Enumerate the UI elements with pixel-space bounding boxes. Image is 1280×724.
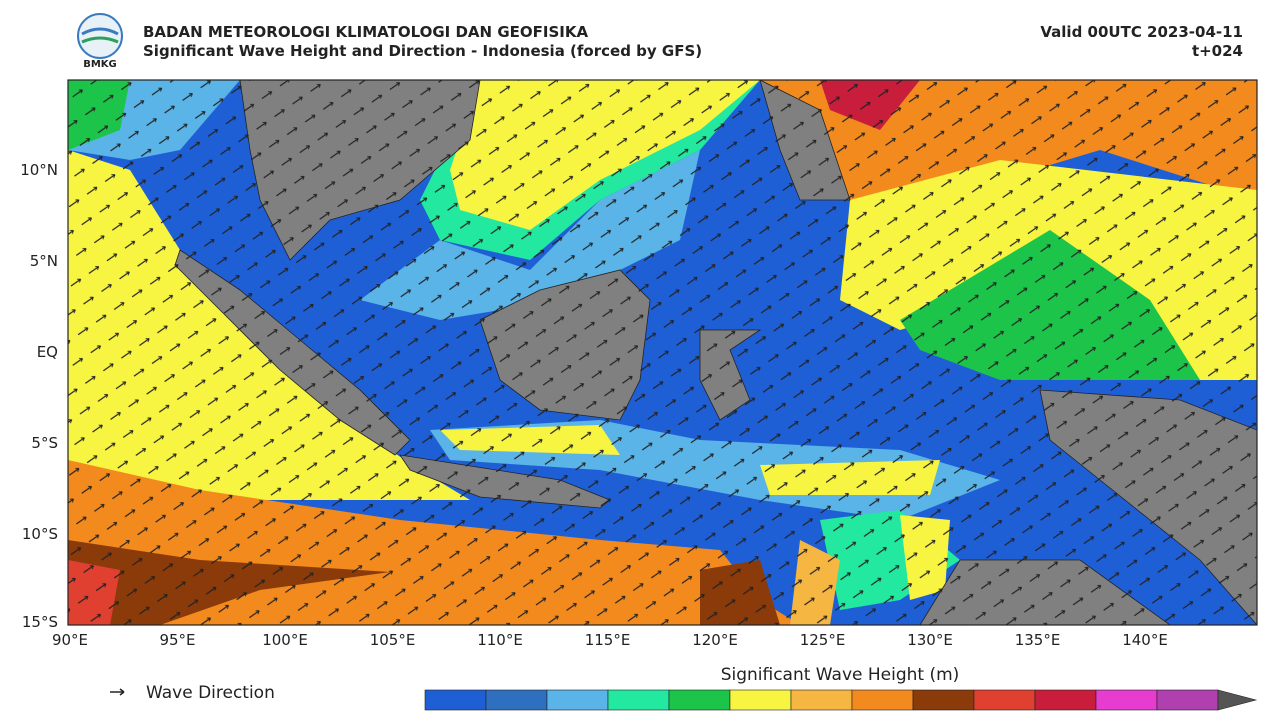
colorbar-segment (1034, 689, 1097, 711)
colorbar-segment (1156, 689, 1219, 711)
colorbar-segment (546, 689, 609, 711)
map-area (68, 80, 1257, 625)
lat-label: 10°S (22, 525, 58, 543)
lon-label: 110°E (477, 631, 523, 649)
lat-label: 5°N (30, 252, 58, 270)
lon-label: 125°E (800, 631, 846, 649)
latitude-labels: 10°N 5°N EQ 5°S 10°S 15°S (20, 161, 58, 631)
lon-label: 135°E (1015, 631, 1061, 649)
logo: BMKG (77, 13, 123, 70)
lon-label: 95°E (159, 631, 195, 649)
longitude-labels: 90°E 95°E 100°E 105°E 110°E 115°E 120°E 125°E 13… (52, 631, 1168, 649)
lat-label: EQ (37, 343, 58, 361)
lat-label: 15°S (22, 613, 58, 631)
logo-text: BMKG (83, 59, 117, 70)
lon-label: 130°E (907, 631, 953, 649)
colorbar (424, 689, 1258, 711)
legend-label: Wave Direction (146, 683, 275, 703)
lat-label: 10°N (20, 161, 58, 179)
colorbar-segment (729, 689, 792, 711)
colorbar-segment (1095, 689, 1158, 711)
colorbar-segment (851, 689, 914, 711)
valid-time: Valid 00UTC 2023-04-11 (1040, 23, 1243, 41)
colorbar-segment (973, 689, 1036, 711)
lon-label: 105°E (370, 631, 416, 649)
colorbar-segment (912, 689, 975, 711)
colorbar-extend (1217, 689, 1258, 711)
lon-label: 90°E (52, 631, 88, 649)
colorbar-segment (790, 689, 853, 711)
colorbar-segment (607, 689, 670, 711)
lon-label: 140°E (1122, 631, 1168, 649)
agency-title: BADAN METEOROLOGI KLIMATOLOGI DAN GEOFIS… (143, 23, 588, 41)
lat-label: 5°S (31, 434, 58, 452)
forecast-step: t+024 (1192, 42, 1243, 60)
colorbar-segment (424, 689, 487, 711)
lon-label: 100°E (262, 631, 308, 649)
arrow-legend: Wave Direction (110, 683, 275, 703)
colorbar-label: Significant Wave Height (m) (721, 665, 960, 685)
map-subtitle: Significant Wave Height and Direction - … (143, 42, 702, 60)
lon-label: 120°E (692, 631, 738, 649)
colorbar-segment (668, 689, 731, 711)
lon-label: 115°E (585, 631, 631, 649)
colorbar-segment (485, 689, 548, 711)
